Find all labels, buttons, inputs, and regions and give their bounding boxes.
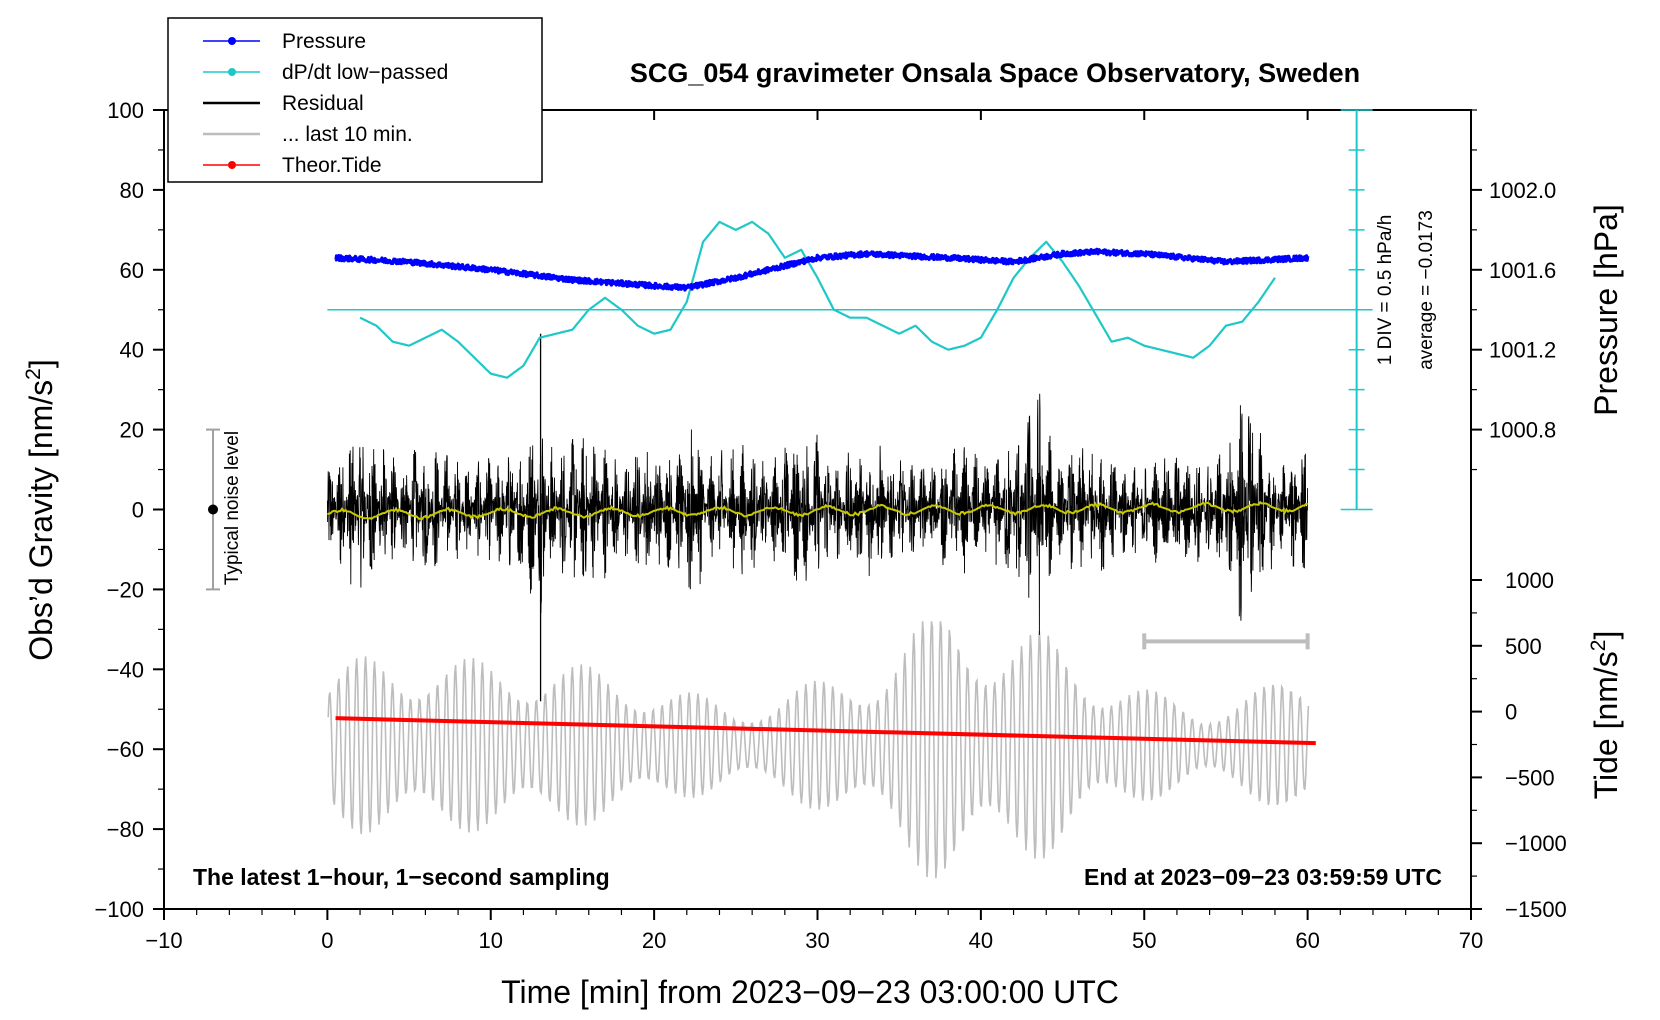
- y-tick-label: 60: [120, 258, 144, 283]
- chart-title: SCG_054 gravimeter Onsala Space Observat…: [630, 58, 1360, 88]
- y-tick-label: −100: [94, 897, 144, 922]
- legend-label-pressure: Pressure: [282, 30, 366, 53]
- x-tick-label: 0: [321, 928, 333, 953]
- noise-indicator-label: Typical noise level: [222, 431, 243, 585]
- x-axis-title: Time [min] from 2023−09−23 03:00:00 UTC: [501, 974, 1119, 1010]
- legend: Pressure dP/dt low−passed Residual ... l…: [167, 17, 543, 183]
- legend-label-residual: Residual: [282, 92, 364, 115]
- theor-tide-series: [335, 716, 1316, 746]
- tide-tick-label: 500: [1505, 634, 1542, 659]
- dpdt-scale-bar: [1340, 109, 1373, 511]
- legend-marker: [228, 37, 236, 45]
- x-tick-label: 40: [969, 928, 993, 953]
- tide-tick-label: −1500: [1505, 897, 1567, 922]
- y-axis-ticks: −100 −80 −60 −40 −20 0 20 40 60 80 100: [94, 98, 164, 922]
- bottom-right-note: End at 2023−09−23 03:59:59 UTC: [1084, 864, 1442, 890]
- dpdt-average-label: average = −0.0173: [1416, 210, 1437, 370]
- y-tick-label: 0: [132, 498, 144, 523]
- pressure-tick-label: 1001.2: [1489, 338, 1556, 363]
- x-tick-label: 60: [1295, 928, 1319, 953]
- tide-tick-label: −500: [1505, 765, 1555, 790]
- dpdt-line: [359, 220, 1276, 379]
- noise-indicator: [206, 428, 221, 591]
- legend-label-last10: ... last 10 min.: [282, 123, 413, 146]
- pressure-tick-label: 1001.6: [1489, 258, 1556, 283]
- residual-smoothed-line: [326, 500, 1308, 521]
- pressure-line: [334, 247, 1310, 292]
- pressure-axis-ticks: 1000.8 1001.2 1001.6 1002.0: [1471, 109, 1556, 471]
- legend-label-dpdt: dP/dt low−passed: [282, 61, 448, 84]
- x-tick-label: 20: [642, 928, 666, 953]
- residual-series: [326, 333, 1309, 702]
- dpdt-series: [327, 220, 1362, 379]
- legend-swatches: [203, 37, 260, 169]
- y-tick-label: 100: [107, 98, 144, 123]
- y-tick-label: 40: [120, 338, 144, 363]
- pressure-tick-label: 1002.0: [1489, 178, 1556, 203]
- pressure-series: [334, 247, 1310, 292]
- tide-axis-ticks: −1500 −1000 −500 0 500 1000: [1471, 568, 1567, 922]
- legend-label-tide: Theor.Tide: [282, 154, 382, 177]
- y-tick-label: −40: [107, 657, 144, 682]
- x-tick-label: 70: [1459, 928, 1483, 953]
- y-tick-label: −60: [107, 737, 144, 762]
- x-axis-ticks: −10 0 10 20 30 40 50 60 70: [145, 110, 1483, 953]
- tide-tick-label: −1000: [1505, 831, 1567, 856]
- x-tick-label: 30: [805, 928, 829, 953]
- tide-tick-label: 0: [1505, 700, 1517, 725]
- legend-marker: [228, 161, 236, 169]
- y-axis-title-tide: Tide [nm/s2]: [1587, 631, 1624, 800]
- bottom-left-note: The latest 1−hour, 1−second sampling: [193, 864, 610, 890]
- y-tick-label: 80: [120, 178, 144, 203]
- y-tick-label: −20: [107, 577, 144, 602]
- noise-center-dot: [208, 504, 219, 515]
- tide-tick-label: 1000: [1505, 568, 1554, 593]
- residual-smoothed-series: [326, 500, 1308, 521]
- legend-box: [167, 17, 543, 183]
- theor-tide-line: [335, 716, 1316, 746]
- residual-line: [326, 393, 1309, 636]
- last-10-min-marker: [1142, 633, 1310, 650]
- dpdt-scale-label: 1 DIV = 0.5 hPa/h: [1375, 215, 1396, 366]
- x-tick-label: 10: [479, 928, 503, 953]
- y-axis-title-pressure: Pressure [hPa]: [1588, 204, 1624, 416]
- pressure-tick-label: 1000.8: [1489, 418, 1556, 443]
- last-10-min-line: [327, 621, 1310, 879]
- x-tick-label: −10: [145, 928, 182, 953]
- y-axis-title-left: Obs’d Gravity [nm/s2]: [22, 359, 59, 661]
- last-10-min-series: [327, 621, 1310, 879]
- legend-marker: [228, 68, 236, 76]
- y-tick-label: 20: [120, 418, 144, 443]
- x-tick-label: 50: [1132, 928, 1156, 953]
- y-tick-label: −80: [107, 817, 144, 842]
